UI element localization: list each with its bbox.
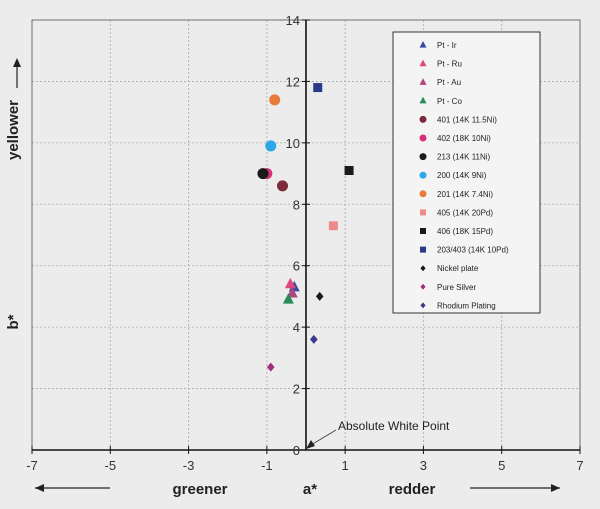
axes — [31, 19, 581, 454]
legend-label: Pt - Au — [437, 78, 461, 87]
data-point — [328, 221, 338, 231]
annotation-leader-line — [310, 429, 337, 446]
legend-marker — [420, 228, 426, 234]
legend-marker — [420, 302, 426, 309]
legend-label: Pt - Ru — [437, 60, 462, 69]
x-tick-label: 7 — [576, 458, 583, 473]
y-axis-title-group: yellower b* — [5, 58, 22, 330]
data-point — [344, 166, 354, 175]
x-tick-label: 1 — [342, 458, 349, 473]
legend-label: Pure Silver — [437, 283, 476, 292]
y-tick-label: 12 — [286, 74, 300, 89]
x-tick-label: 3 — [420, 458, 427, 473]
y-tick-label: 14 — [286, 13, 300, 28]
y-tick-label: 4 — [293, 320, 300, 335]
data-point — [266, 362, 275, 372]
x-tick-label: -1 — [261, 458, 273, 473]
y-axis-label: b* — [5, 314, 22, 329]
legend-marker — [419, 190, 427, 198]
legend-marker — [420, 209, 426, 216]
legend-marker — [420, 283, 426, 290]
x-tick-label: -5 — [105, 458, 117, 473]
legend-label: 203/403 (14K 10Pd) — [437, 246, 509, 255]
legend-label: 201 (14K 7.4Ni) — [437, 190, 493, 199]
y-direction-up-label: yellower — [5, 100, 22, 160]
legend-marker — [420, 246, 426, 253]
legend-marker — [419, 40, 427, 48]
data-point — [313, 83, 323, 93]
legend-marker — [419, 59, 427, 67]
annotation-text: Absolute White Point — [338, 419, 450, 433]
y-tick-label: 8 — [293, 197, 300, 212]
legend-label: Nickel plate — [437, 264, 479, 273]
x-tick-label: 5 — [498, 458, 505, 473]
y-tick-label: 10 — [286, 136, 300, 151]
arrow-right-head — [551, 484, 560, 492]
data-point — [282, 293, 294, 304]
legend: Pt - Ir Pt - Ru Pt - Au Pt - Co 401 (14K 11.… — [392, 31, 541, 314]
y-tick-label: 2 — [293, 382, 300, 397]
arrow-left-head — [35, 484, 44, 492]
legend-label: 200 (14K 9Ni) — [437, 171, 487, 180]
data-point — [310, 334, 318, 344]
legend-label: 401 (14K 11.5Ni) — [437, 115, 497, 124]
x-direction-right-label: redder — [389, 481, 436, 498]
arrow-up-head — [13, 58, 21, 67]
x-axis-label: a* — [303, 481, 317, 498]
x-tick-labels: -7 -5 -3 -1 1 3 5 7 — [26, 458, 583, 473]
legend-marker — [419, 153, 427, 161]
legend-marker — [420, 265, 426, 272]
data-point — [265, 140, 277, 152]
legend-label: 406 (18K 15Pd) — [437, 227, 493, 236]
legend-marker — [419, 96, 427, 104]
legend-marker — [419, 171, 427, 179]
legend-label: Pt - Ir — [437, 41, 457, 50]
y-tick-labels: 0 2 4 6 8 10 12 14 — [286, 13, 300, 458]
x-tick-label: -7 — [26, 458, 38, 473]
legend-label: 405 (14K 20Pd) — [437, 208, 493, 217]
data-point — [269, 94, 281, 106]
legend-marker — [419, 115, 427, 123]
y-tick-label: 6 — [293, 259, 300, 274]
x-tick-label: -3 — [183, 458, 195, 473]
legend-marker — [419, 78, 427, 85]
x-direction-left-label: greener — [172, 481, 227, 498]
y-tick-label: 0 — [293, 443, 300, 458]
data-point — [286, 287, 298, 298]
legend-label: 213 (14K 11Ni) — [437, 153, 491, 162]
data-points — [257, 83, 354, 372]
data-point — [284, 277, 296, 289]
legend-label: Pt - Co — [437, 97, 462, 106]
data-point — [315, 291, 324, 301]
annotation-arrow-head — [306, 440, 315, 449]
white-point-annotation: Absolute White Point — [306, 419, 450, 449]
legend-label: 402 (18K 10Ni) — [437, 134, 491, 143]
legend-label: Rhodium Plating — [437, 301, 496, 310]
legend-marker — [419, 134, 427, 142]
data-point — [257, 168, 269, 180]
x-axis-title-group: greener a* redder — [35, 481, 560, 498]
data-point — [277, 180, 289, 192]
legend-box — [392, 31, 541, 314]
